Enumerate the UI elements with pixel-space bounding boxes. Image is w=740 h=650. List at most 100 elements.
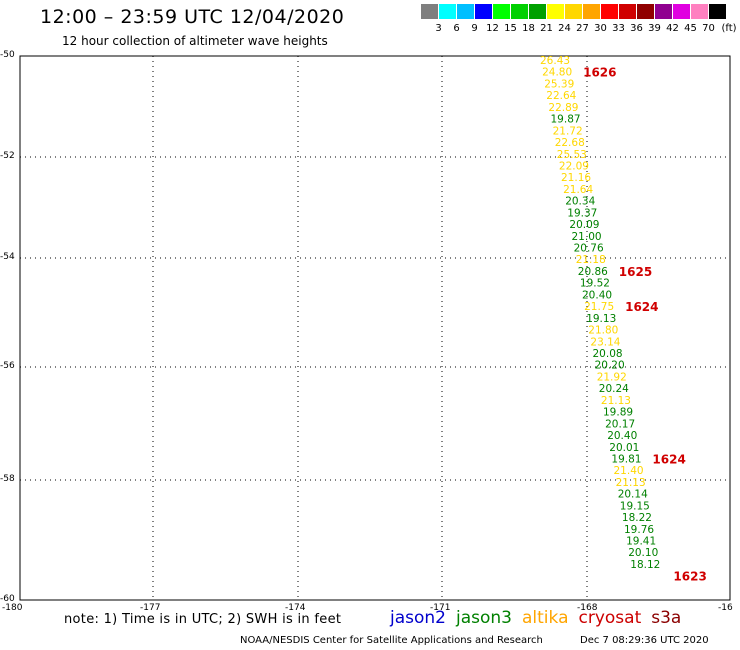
grid-lines xyxy=(20,56,730,600)
wave-height-value: 20.86 xyxy=(578,266,608,278)
scale-swatch xyxy=(673,4,690,19)
x-tick-label: -171 xyxy=(430,603,451,613)
y-tick-label: -56 xyxy=(0,361,15,371)
wave-height-value: 19.87 xyxy=(551,114,581,126)
scale-swatch xyxy=(619,4,636,19)
time-labels: 1626 1625 1624 1624 1623 xyxy=(583,66,707,584)
scale-label: 70 xyxy=(702,23,715,34)
scale-label: 39 xyxy=(648,23,661,34)
wave-height-value: 21.13 xyxy=(601,395,631,407)
scale-swatch xyxy=(529,4,546,19)
wave-height-value: 24.80 xyxy=(542,67,572,79)
wave-height-value: 19.76 xyxy=(624,524,654,536)
wave-height-value: 22.64 xyxy=(546,90,576,102)
time-label: 1624 xyxy=(625,300,658,314)
wave-height-value: 20.24 xyxy=(599,383,629,395)
map-title: 12:00 – 23:59 UTC 12/04/2020 xyxy=(40,6,345,28)
wave-height-value: 19.89 xyxy=(603,407,633,419)
wave-height-value: 22.09 xyxy=(559,160,589,172)
scale-label: 21 xyxy=(540,23,553,34)
x-tick-label: -168 xyxy=(577,603,598,613)
wave-height-value: 21.64 xyxy=(563,184,593,196)
wave-height-value: 20.01 xyxy=(609,442,639,454)
scale-swatch xyxy=(583,4,600,19)
scale-label: 18 xyxy=(522,23,535,34)
y-tick-label: -54 xyxy=(0,252,15,262)
scale-label: 6 xyxy=(453,23,460,34)
wave-height-value: 19.52 xyxy=(580,278,610,290)
wave-height-value: 20.40 xyxy=(582,289,612,301)
scale-label: 45 xyxy=(684,23,697,34)
scale-label: 12 xyxy=(486,23,499,34)
satellite-legend-item: altika xyxy=(522,608,569,628)
y-tick-label: -52 xyxy=(0,151,15,161)
x-tick-label: -16 xyxy=(718,603,733,613)
y-tick-label: -60 xyxy=(0,594,15,604)
time-label: 1623 xyxy=(673,570,706,584)
scale-swatch xyxy=(601,4,618,19)
scale-swatch xyxy=(421,4,438,19)
x-tick-label: -177 xyxy=(140,603,161,613)
scale-swatch xyxy=(511,4,528,19)
wave-height-value: 20.14 xyxy=(618,489,648,501)
wave-height-value: 21.13 xyxy=(616,477,646,489)
satellite-legend-item: jason3 xyxy=(456,608,512,628)
x-tick-label: -180 xyxy=(2,603,23,613)
scale-label: 27 xyxy=(576,23,589,34)
wave-height-value: 20.09 xyxy=(569,219,599,231)
wave-height-value: 20.40 xyxy=(607,430,637,442)
time-label: 1626 xyxy=(583,66,616,80)
scale-swatch xyxy=(565,4,582,19)
scale-swatch xyxy=(547,4,564,19)
scale-label: 36 xyxy=(630,23,643,34)
wave-height-value: 21.72 xyxy=(553,125,583,137)
scale-label: 30 xyxy=(594,23,607,34)
scale-label: 3 xyxy=(435,23,442,34)
wave-height-value: 19.37 xyxy=(567,207,597,219)
wave-height-value: 26.43 xyxy=(540,55,570,67)
wave-height-value: 18.12 xyxy=(630,559,660,571)
scale-label: 15 xyxy=(504,23,517,34)
wave-height-value: 19.13 xyxy=(586,313,616,325)
scale-swatch xyxy=(709,4,726,19)
satellite-legend: jason2 jason3 altika cryosat s3a xyxy=(390,608,691,628)
wave-height-value: 19.41 xyxy=(626,536,656,548)
wave-height-value: 25.53 xyxy=(557,149,587,161)
wave-height-value: 21.92 xyxy=(597,371,627,383)
x-tick-label: -174 xyxy=(285,603,306,613)
time-label: 1624 xyxy=(652,452,685,466)
wave-height-value: 21.18 xyxy=(576,254,606,266)
scale-swatch xyxy=(457,4,474,19)
time-label: 1625 xyxy=(619,265,652,279)
wave-height-value: 21.00 xyxy=(572,231,602,243)
wave-height-value: 18.22 xyxy=(622,512,652,524)
wave-height-value: 19.81 xyxy=(611,453,641,465)
scale-swatch xyxy=(691,4,708,19)
scale-swatch xyxy=(439,4,456,19)
scale-swatch xyxy=(655,4,672,19)
wave-height-value: 20.20 xyxy=(595,360,625,372)
map-subtitle: 12 hour collection of altimeter wave hei… xyxy=(62,34,328,48)
wave-height-value: 23.14 xyxy=(590,336,620,348)
wave-height-value: 21.16 xyxy=(561,172,591,184)
scale-label: 24 xyxy=(558,23,571,34)
satellite-legend-item: cryosat xyxy=(578,608,642,628)
satellite-legend-item: jason2 xyxy=(390,608,446,628)
wave-height-value: 21.40 xyxy=(614,465,644,477)
wave-height-value: 21.80 xyxy=(588,325,618,337)
scale-swatch xyxy=(475,4,492,19)
wave-height-value: 22.89 xyxy=(548,102,578,114)
wave-height-value: 20.10 xyxy=(628,547,658,559)
wave-height-points: 26.4324.8025.3922.6422.8919.8721.7222.68… xyxy=(540,55,660,571)
y-tick-label: -58 xyxy=(0,474,15,484)
scale-label: 9 xyxy=(471,23,478,34)
scale-swatch xyxy=(493,4,510,19)
scale-swatch xyxy=(637,4,654,19)
wave-height-value: 21.75 xyxy=(584,301,614,313)
wave-height-value: 19.15 xyxy=(620,500,650,512)
generation-timestamp: Dec 7 08:29:36 UTC 2020 xyxy=(580,635,709,646)
scale-label: 42 xyxy=(666,23,679,34)
scale-unit: (ft) xyxy=(721,23,737,34)
map-frame xyxy=(19,55,731,601)
